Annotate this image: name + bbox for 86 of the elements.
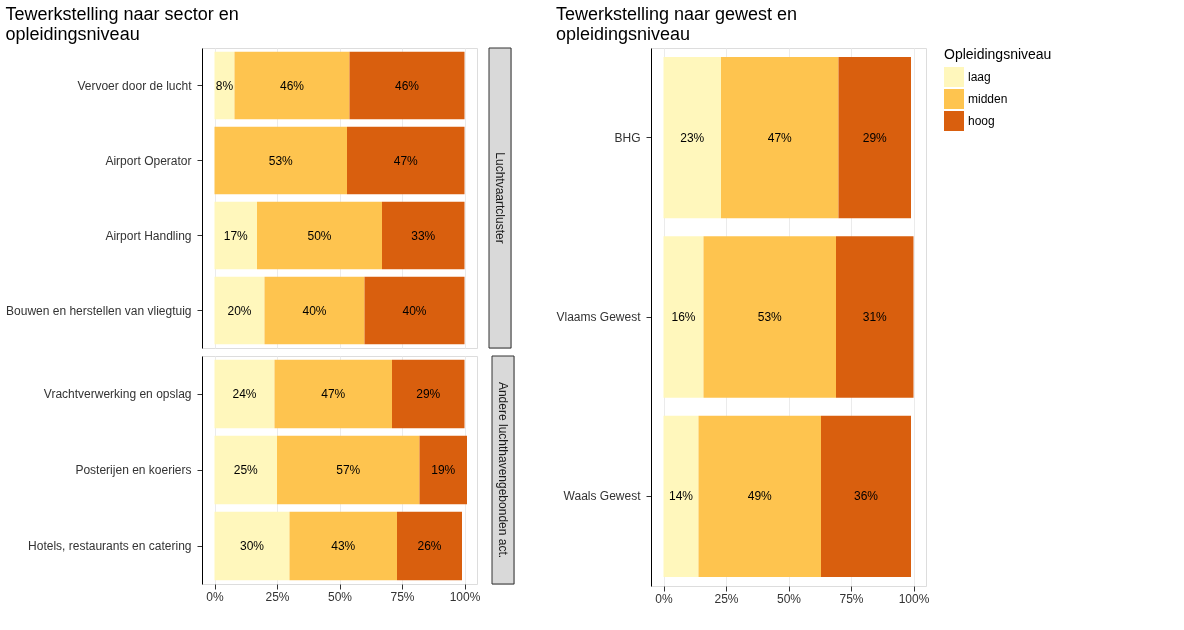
bar [214,435,277,505]
data-label: 30% [239,539,265,553]
x-tick-label: 100% [449,589,481,604]
bar [836,236,914,398]
data-label: 46% [394,78,420,93]
bar [364,276,465,345]
x-tick-label: 50% [327,589,353,604]
bar [698,415,821,578]
bar [214,51,235,120]
bar [397,511,462,581]
y2-axis-title: Andere luchthavengebonden act. [496,381,510,559]
data-label: 40% [402,303,427,318]
x-tick-label: 0% [655,591,673,606]
chart-title: Tewerkstelling naar gewest en opleidingsniveau [555,4,798,44]
y-tick-label: BHG [614,130,641,145]
data-label: 20% [227,303,252,318]
data-label: 17% [223,228,249,243]
data-label: 8% [215,78,234,93]
bar [264,276,365,345]
data-label: 50% [307,228,332,243]
legend-label: midden [968,92,1008,106]
x-tick-label: 0% [206,589,224,604]
data-label: 25% [233,463,259,477]
data-label: 46% [279,78,305,93]
y-tick-label: Posterijen en koeriers [75,463,192,477]
data-label: 31% [862,310,888,324]
data-label: 47% [767,130,793,145]
bar [214,201,257,270]
x-tick-label: 25% [265,589,290,604]
y-tick-label: Vlaams Gewest [556,310,642,324]
data-label: 47% [393,153,419,168]
bar [349,51,465,120]
bar [347,126,465,195]
data-label: 14% [668,489,694,504]
legend-label: hoog [968,114,995,128]
x-tick-label: 50% [776,591,802,606]
y-tick-label: Airport Operator [105,153,192,168]
data-label: 49% [747,489,773,504]
data-label: 36% [853,489,879,504]
y2-axis-title: Luchtvaartcluster [493,152,507,244]
bar [663,415,699,578]
bar [257,201,382,270]
bar [663,236,704,398]
data-label: 24% [232,387,257,401]
data-label: 19% [431,463,456,477]
y-tick-label: Bouwen en herstellen van vliegtuig [6,303,192,318]
bar [234,51,350,120]
data-label: 29% [416,387,441,401]
bar [838,56,911,219]
data-label: 43% [331,539,356,553]
bar [277,435,420,505]
legend-label: laag [968,70,991,84]
x-tick-label: 75% [839,591,864,606]
data-label: 33% [411,228,436,243]
x-tick-label: 100% [898,591,930,606]
x-tick-label: 75% [390,589,415,604]
y-tick-label: Hotels, restaurants en catering [28,539,192,553]
bar [214,126,347,195]
x-tick-label: 25% [714,591,739,606]
bar [703,236,836,398]
bar [214,511,290,581]
bar [663,56,721,219]
data-label: 16% [671,310,696,324]
bar [289,511,397,581]
bar [821,415,911,578]
y-tick-label: Waals Gewest [563,489,642,504]
data-label: 29% [862,130,888,145]
bar [392,359,465,429]
bar [214,276,265,345]
data-label: 57% [336,463,361,477]
legend-title: Opleidingsniveau [944,46,1052,62]
bar [419,435,467,505]
data-label: 47% [321,387,346,401]
bar [382,201,465,270]
data-label: 53% [757,310,783,324]
y-tick-label: Airport Handling [105,228,192,243]
bar [214,359,275,429]
chart-title: Tewerkstelling naar sector en opleidingsniveau [5,4,239,44]
bar [721,56,839,219]
data-label: 40% [302,303,327,318]
y-tick-label: Vervoer door de lucht [77,78,193,93]
data-label: 26% [417,539,442,553]
y-tick-label: Vrachtverwerking en opslag [43,387,192,401]
data-label: 23% [680,130,705,145]
data-label: 53% [268,153,294,168]
bar [274,359,392,429]
